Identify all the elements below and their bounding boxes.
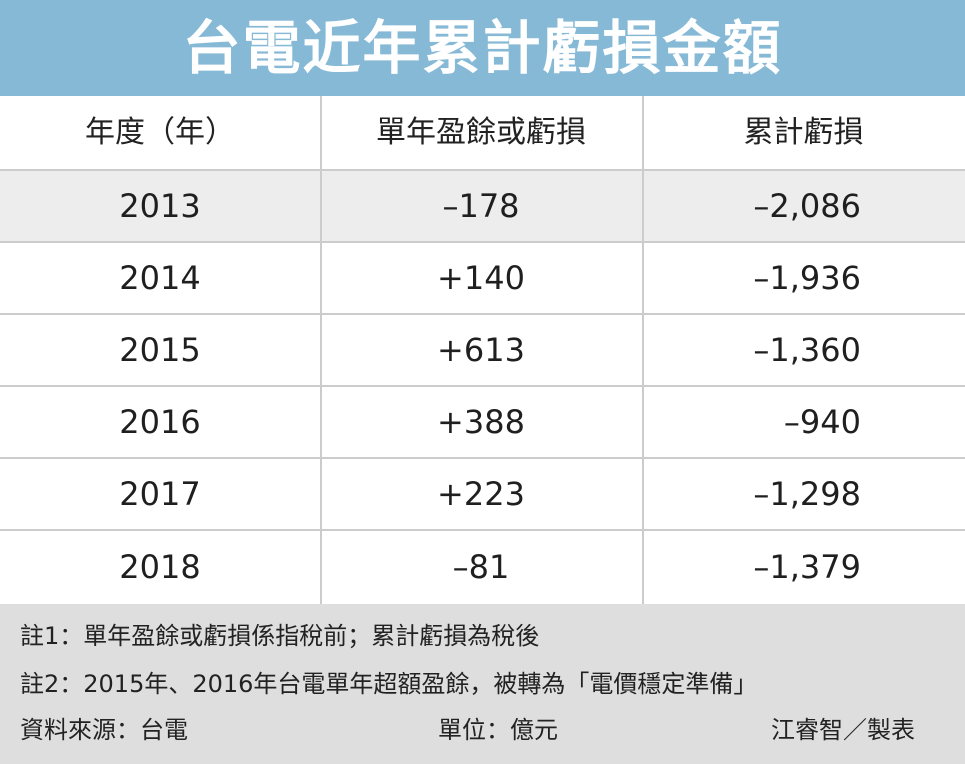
column-divider bbox=[642, 96, 644, 604]
year-cell: 2016 bbox=[119, 403, 201, 441]
notes-panel bbox=[0, 604, 965, 764]
table-header-row: 年度（年） 單年盈餘或虧損 累計虧損 bbox=[0, 96, 965, 170]
table-row: 2016 +388 –940 bbox=[0, 386, 965, 458]
annual-cell: –81 bbox=[452, 548, 510, 586]
header-annual: 單年盈餘或虧損 bbox=[376, 115, 586, 150]
cumulative-cell: –2,086 bbox=[753, 187, 861, 225]
annual-cell: +140 bbox=[437, 259, 525, 297]
row-divider bbox=[0, 457, 965, 459]
header-year: 年度（年） bbox=[85, 115, 235, 150]
unit-label: 單位：億元 bbox=[438, 716, 558, 744]
cumulative-cell: –1,379 bbox=[753, 548, 861, 586]
cumulative-cell: –1,936 bbox=[753, 259, 861, 297]
note-2: 註2：2015年、2016年台電單年超額盈餘，被轉為「電價穩定準備」 bbox=[20, 670, 758, 698]
year-cell: 2015 bbox=[119, 331, 201, 369]
note-1: 註1：單年盈餘或虧損係指稅前；累計虧損為稅後 bbox=[20, 622, 540, 650]
annual-cell: +223 bbox=[437, 475, 525, 513]
source-label: 資料來源：台電 bbox=[20, 716, 188, 744]
year-cell: 2013 bbox=[119, 187, 201, 225]
annual-cell: +613 bbox=[437, 331, 525, 369]
title-banner: 台電近年累計虧損金額 bbox=[0, 0, 965, 96]
table-row: 2017 +223 –1,298 bbox=[0, 458, 965, 530]
year-cell: 2018 bbox=[119, 548, 201, 586]
row-divider bbox=[0, 169, 965, 171]
table-row: 2013 –178 –2,086 bbox=[0, 170, 965, 242]
row-divider bbox=[0, 529, 965, 531]
row-divider bbox=[0, 385, 965, 387]
annual-cell: +388 bbox=[437, 403, 525, 441]
year-cell: 2014 bbox=[119, 259, 201, 297]
page-title: 台電近年累計虧損金額 bbox=[182, 14, 783, 82]
row-divider bbox=[0, 241, 965, 243]
cumulative-cell: –1,298 bbox=[753, 475, 861, 513]
year-cell: 2017 bbox=[119, 475, 201, 513]
credit-label: 江睿智／製表 bbox=[771, 716, 915, 744]
header-cumulative: 累計虧損 bbox=[743, 115, 864, 150]
loss-table: 年度（年） 單年盈餘或虧損 累計虧損 2013 –178 –2,086 2014… bbox=[0, 96, 965, 604]
annual-cell: –178 bbox=[442, 187, 520, 225]
column-divider bbox=[320, 96, 322, 604]
table-row: 2015 +613 –1,360 bbox=[0, 314, 965, 386]
row-divider bbox=[0, 313, 965, 315]
table-row: 2014 +140 –1,936 bbox=[0, 242, 965, 314]
cumulative-cell: –1,360 bbox=[753, 331, 861, 369]
table-row: 2018 –81 –1,379 bbox=[0, 530, 965, 604]
cumulative-cell: –940 bbox=[783, 403, 861, 441]
